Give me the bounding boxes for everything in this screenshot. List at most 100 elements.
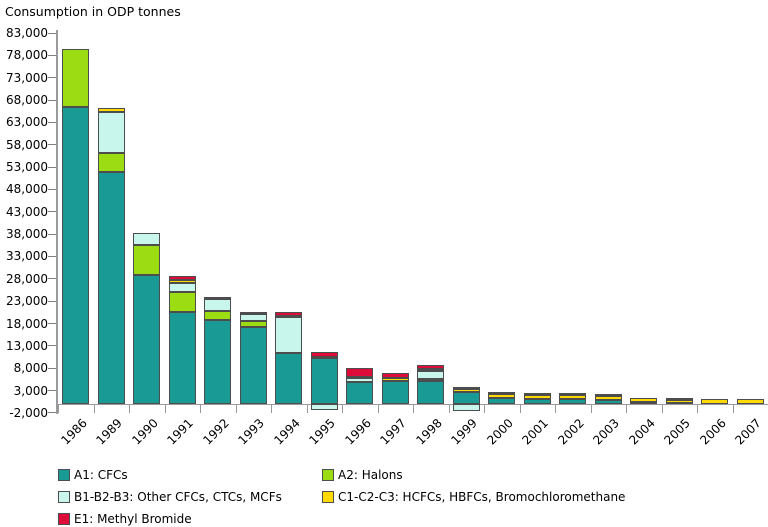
bar-1997-a1 [381,381,409,404]
bar-1994-b [275,317,303,354]
bar-1994-a1 [275,353,303,404]
legend-label: B1-B2-B3: Other CFCs, CTCs, MCFs [74,490,282,504]
bar-2000-a1 [488,397,516,404]
y-tick-label: 38,000 [6,227,48,242]
bar-1992-b [204,299,232,312]
bar-2004-c [630,397,658,402]
x-tick [306,404,308,413]
bar-1991-a1 [168,312,196,404]
bar-1995-b [310,404,338,411]
y-tick-label: 13,000 [6,338,48,353]
bar-1999-e1 [452,386,480,389]
x-tick [484,404,485,413]
bar-1995-a1 [310,357,338,404]
bar-2001-a1 [523,398,551,404]
y-tick [48,278,56,280]
x-tick [519,404,521,413]
y-tick-label: 8,000 [13,361,48,376]
bar-1998-c [417,369,445,372]
x-tick [555,404,556,413]
bar-1996-a1 [346,382,374,404]
bar-1998-b [417,371,445,380]
bar-1999-a1 [452,392,480,404]
legend-label: A1: CFCs [74,468,128,482]
bar-1993-c [239,312,267,315]
y-tick [48,345,56,347]
x-tick [377,404,379,413]
y-tick [48,412,56,414]
bar-1990-b [133,233,161,246]
y-tick [48,211,56,213]
bar-1986-a2 [62,48,90,107]
bar-1993-b [239,314,267,321]
bar-1993-a2 [239,320,267,328]
x-tick [271,404,272,413]
bar-1989-a1 [97,172,125,404]
bar-1996-e1 [346,368,374,378]
y-tick [48,99,56,101]
bar-2002-a1 [559,398,587,404]
bar-1992-c [204,297,232,300]
legend-label: A2: Halons [338,468,403,482]
bar-1991-a2 [168,292,196,313]
y-tick [48,54,56,56]
bar-2000-e1 [488,391,516,395]
y-tick [48,367,56,369]
bar-2005-e1 [665,397,693,400]
y-tick [48,255,56,257]
y-tick [48,300,56,302]
bar-2003-e1 [594,393,622,396]
legend-swatch-icon [322,469,334,481]
x-tick [164,404,166,413]
bar-1986-a1 [62,106,90,404]
y-tick-label: 28,000 [6,271,48,286]
x-tick [661,404,663,413]
y-tick [48,188,56,190]
bar-2006-c [701,398,729,404]
bar-1992-a1 [204,320,232,404]
y-tick [48,32,56,34]
bar-1995-e1 [310,351,338,357]
bar-2007-c [736,398,764,404]
x-tick [93,404,95,413]
x-tick [235,404,237,413]
bar-1997-c [381,378,409,382]
bar-1998-a2 [417,379,445,382]
bar-2004-a1 [630,402,658,404]
y-tick [48,77,56,79]
y-tick-label: 78,000 [6,48,48,63]
bar-1999-c [452,388,480,393]
y-tick-label: 73,000 [6,70,48,85]
bar-1998-a1 [417,381,445,404]
bar-1994-e1 [275,312,303,317]
y-tick [48,121,56,123]
x-tick [626,404,627,413]
x-tick [448,404,450,413]
bar-2001-c [523,394,551,399]
bar-2002-c [559,394,587,399]
y-tick-label: 53,000 [6,160,48,175]
bar-2001-e1 [523,392,551,395]
bar-1992-a2 [204,311,232,321]
y-tick [48,166,56,168]
x-tick [697,404,698,413]
x-tick [413,404,414,413]
y-tick [48,233,56,235]
legend-swatch-icon [58,469,70,481]
y-tick-label: 48,000 [6,182,48,197]
bar-1997-e1 [381,373,409,379]
bar-1991-b [168,283,196,293]
y-tick [48,323,56,325]
y-tick-label: 23,000 [6,294,48,309]
bar-2000-c [488,394,516,398]
bar-1991-c [168,280,196,284]
y-tick-label: -2,000 [9,405,48,420]
bar-1989-c [97,108,125,113]
bar-1990-a2 [133,245,161,276]
y-tick-label: 33,000 [6,249,48,264]
legend-swatch-icon [58,491,70,503]
bar-2003-c [594,395,622,400]
y-tick-label: 58,000 [6,137,48,152]
